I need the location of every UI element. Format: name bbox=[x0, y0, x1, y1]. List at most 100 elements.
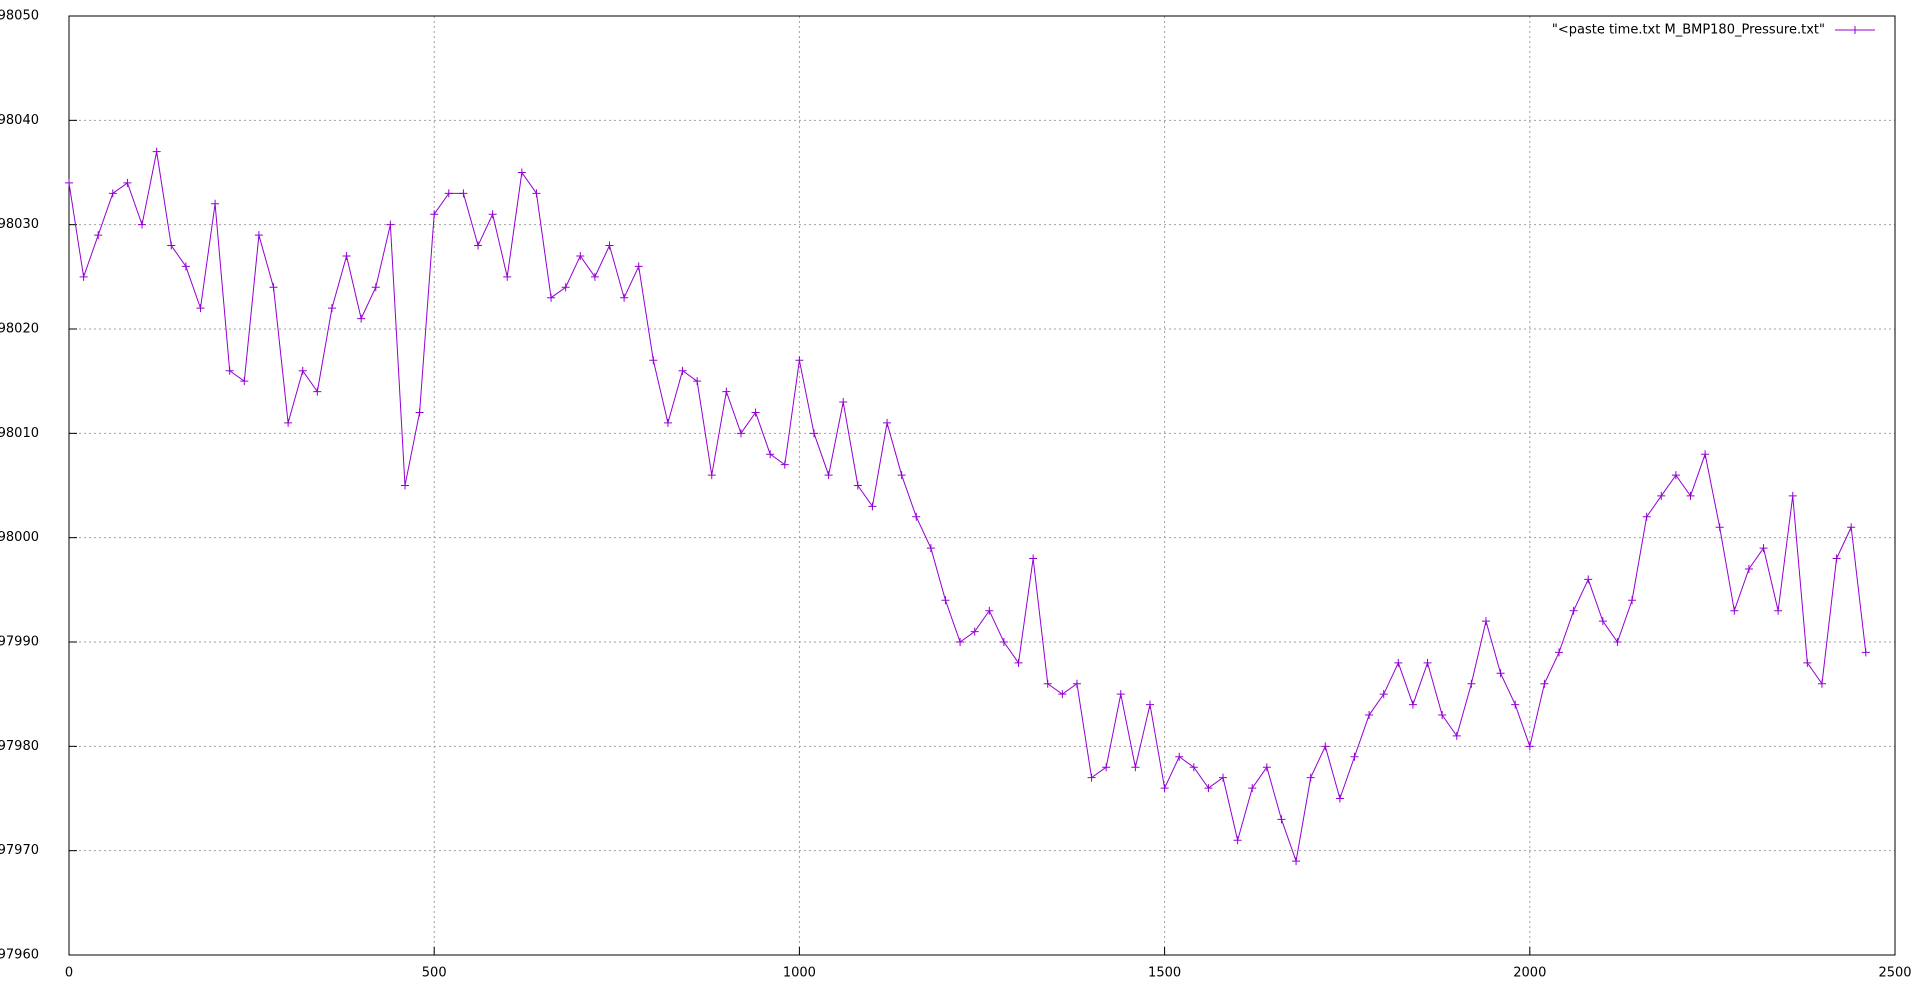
point bbox=[474, 241, 483, 250]
point bbox=[1145, 700, 1154, 709]
point bbox=[65, 178, 73, 187]
point bbox=[357, 314, 366, 323]
point bbox=[298, 366, 307, 375]
point bbox=[605, 241, 614, 250]
y-tick-label: 97960 bbox=[0, 948, 39, 963]
point bbox=[547, 293, 556, 302]
point bbox=[1131, 763, 1140, 772]
point bbox=[678, 366, 687, 375]
point bbox=[1569, 606, 1578, 615]
point bbox=[1233, 836, 1242, 845]
point bbox=[196, 304, 205, 313]
point bbox=[488, 210, 497, 219]
legend-label: "<paste time.txt M_BMP180_Pressure.txt" bbox=[1552, 23, 1825, 38]
point bbox=[1029, 554, 1038, 563]
point bbox=[1525, 742, 1534, 751]
x-tick-label: 0 bbox=[65, 966, 73, 981]
point bbox=[1365, 711, 1374, 720]
point bbox=[1292, 857, 1301, 866]
point bbox=[1423, 658, 1432, 667]
point bbox=[810, 429, 819, 438]
point bbox=[386, 220, 395, 229]
point bbox=[1759, 544, 1768, 553]
point bbox=[211, 199, 220, 208]
point bbox=[926, 544, 935, 553]
point bbox=[736, 429, 745, 438]
x-tick-label: 2500 bbox=[1878, 966, 1911, 981]
point bbox=[1467, 679, 1476, 688]
point bbox=[342, 251, 351, 260]
point bbox=[1438, 711, 1447, 720]
point bbox=[1686, 491, 1695, 500]
point bbox=[138, 220, 147, 229]
point bbox=[897, 471, 906, 480]
point bbox=[1160, 784, 1169, 793]
point bbox=[152, 147, 161, 156]
point bbox=[576, 251, 585, 260]
point bbox=[1628, 596, 1637, 605]
point bbox=[108, 189, 117, 198]
point bbox=[167, 241, 176, 250]
y-tick-label: 98000 bbox=[0, 530, 39, 545]
point bbox=[284, 418, 293, 427]
point bbox=[590, 272, 599, 281]
y-tick-label: 98050 bbox=[0, 9, 39, 24]
point bbox=[1642, 512, 1651, 521]
point bbox=[313, 387, 322, 396]
point bbox=[1511, 700, 1520, 709]
point bbox=[1321, 742, 1330, 751]
point bbox=[780, 460, 789, 469]
y-tick-label: 97980 bbox=[0, 739, 39, 754]
point bbox=[1204, 784, 1213, 793]
point bbox=[634, 262, 643, 271]
point bbox=[1715, 523, 1724, 532]
point bbox=[181, 262, 190, 271]
point bbox=[1701, 450, 1710, 459]
point bbox=[853, 481, 862, 490]
point bbox=[1832, 554, 1841, 563]
point bbox=[985, 606, 994, 615]
point bbox=[1102, 763, 1111, 772]
point bbox=[824, 471, 833, 480]
point bbox=[1306, 773, 1315, 782]
point bbox=[1175, 752, 1184, 761]
point bbox=[225, 366, 234, 375]
y-tick-label: 97990 bbox=[0, 635, 39, 650]
point bbox=[327, 304, 336, 313]
point bbox=[1116, 690, 1125, 699]
point bbox=[1072, 679, 1081, 688]
y-tick-label: 98030 bbox=[0, 217, 39, 232]
point bbox=[400, 481, 409, 490]
point bbox=[532, 189, 541, 198]
plot-frame bbox=[68, 15, 1896, 956]
point bbox=[1219, 773, 1228, 782]
point bbox=[1379, 690, 1388, 699]
point bbox=[1555, 648, 1564, 657]
point bbox=[1262, 763, 1271, 772]
point bbox=[620, 293, 629, 302]
point bbox=[415, 408, 424, 417]
point bbox=[1817, 679, 1826, 688]
point bbox=[254, 231, 263, 240]
point bbox=[663, 418, 672, 427]
point bbox=[1774, 606, 1783, 615]
point bbox=[1087, 773, 1096, 782]
point bbox=[1248, 784, 1257, 793]
x-tick-label: 1000 bbox=[783, 966, 816, 981]
point bbox=[956, 638, 965, 646]
x-tick-label: 1500 bbox=[1148, 966, 1181, 981]
point bbox=[1847, 523, 1856, 532]
y-tick-label: 98020 bbox=[0, 322, 39, 337]
x-tick-label: 500 bbox=[422, 966, 447, 981]
point bbox=[1058, 690, 1067, 699]
point bbox=[839, 398, 848, 407]
point bbox=[1598, 617, 1607, 626]
point bbox=[240, 377, 249, 386]
point bbox=[766, 450, 775, 459]
point bbox=[1043, 679, 1052, 688]
point bbox=[941, 596, 950, 605]
y-tick-label: 98010 bbox=[0, 426, 39, 441]
point bbox=[1540, 679, 1549, 688]
point bbox=[1335, 794, 1344, 803]
